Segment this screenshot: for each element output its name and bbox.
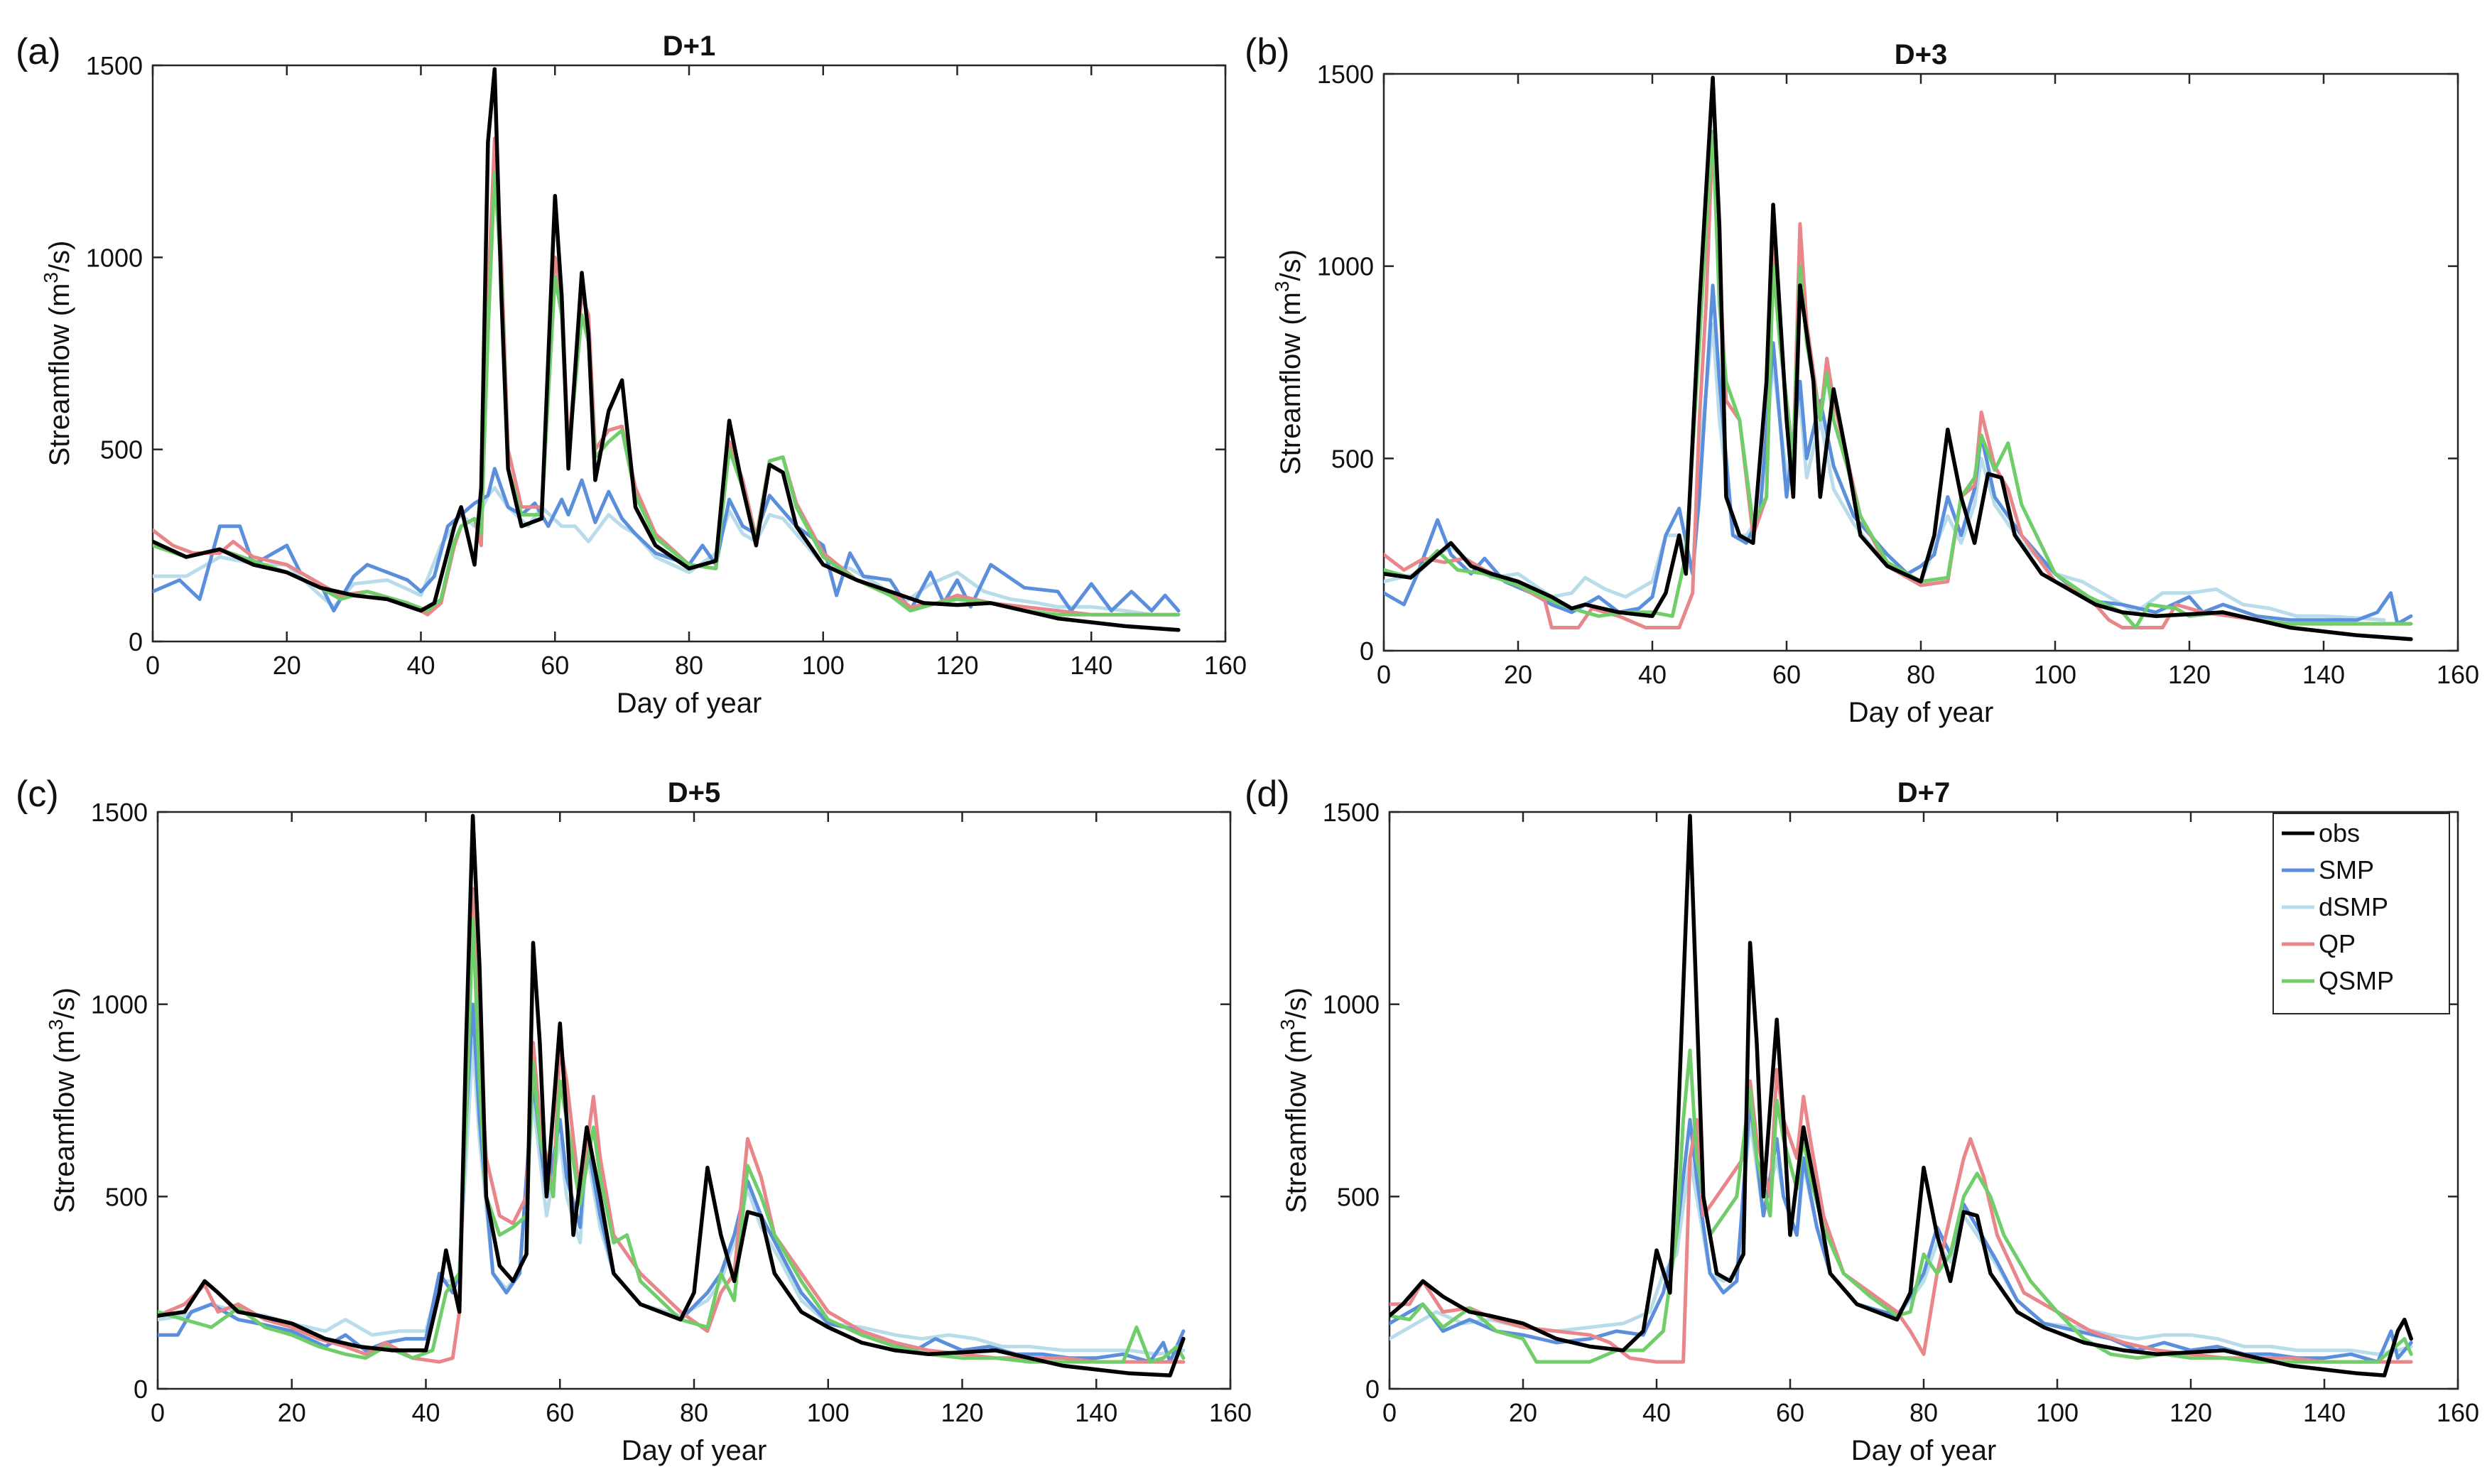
x-tick-label: 40	[406, 651, 435, 680]
y-tick-label: 0	[129, 627, 143, 656]
x-tick-label: 100	[2034, 660, 2076, 689]
x-tick-label: 120	[2168, 660, 2211, 689]
series-group	[1384, 75, 2413, 641]
series-line-qsmp	[158, 918, 1186, 1364]
plot-area	[151, 64, 1227, 643]
x-tick-label: 80	[680, 1398, 708, 1427]
x-tick-label: 120	[2169, 1398, 2212, 1427]
x-tick-label: 80	[1909, 1398, 1938, 1427]
x-tick-label: 0	[1377, 660, 1391, 689]
x-tick-label: 140	[1070, 651, 1112, 680]
series-line-obs	[1384, 75, 2413, 641]
x-tick-label: 40	[411, 1398, 440, 1427]
series-line-smp	[1384, 283, 2413, 626]
y-tick-label: 500	[100, 435, 143, 465]
x-tick-label: 20	[278, 1398, 306, 1427]
panel-label: (c)	[16, 774, 59, 815]
x-tick-label: 80	[675, 651, 703, 680]
panel-label: (d)	[1245, 774, 1290, 815]
series-line-qp	[1389, 1068, 2413, 1364]
y-tick-label: 500	[1337, 1182, 1380, 1211]
x-tick-label: 80	[1907, 660, 1935, 689]
panel-label: (a)	[16, 31, 61, 72]
chart-panel-3: 0 20 40 60 80 100 120 140 160 0 500 1000 1500 D+5 (c) D…	[16, 774, 1252, 1466]
y-tick-label: 1500	[1323, 798, 1380, 827]
plot-area	[1382, 72, 2459, 652]
x-tick-label: 20	[273, 651, 301, 680]
legend-label-qsmp: QSMP	[2319, 966, 2394, 995]
legend-label-smp: SMP	[2319, 855, 2374, 884]
chart-panel-4: 0 20 40 60 80 100 120 140 160 0 500 1000 1500 D+7 (d) D…	[1245, 774, 2479, 1466]
x-tick-label: 40	[1638, 660, 1667, 689]
y-tick-label: 500	[1331, 444, 1374, 473]
x-tick-label: 100	[802, 651, 845, 680]
x-tick-label: 20	[1509, 1398, 1537, 1427]
x-tick-label: 120	[941, 1398, 983, 1427]
panel-label: (b)	[1245, 31, 1290, 72]
series-group	[158, 813, 1186, 1377]
x-tick-label: 160	[2437, 660, 2479, 689]
x-tick-label: 40	[1642, 1398, 1671, 1427]
x-tick-label: 0	[151, 1398, 165, 1427]
y-tick-label: 1000	[91, 990, 148, 1019]
x-tick-label: 60	[541, 651, 569, 680]
y-axis-label: Streamflow (m3/s)	[1271, 249, 1306, 475]
x-tick-label: 0	[1382, 1398, 1397, 1427]
y-tick-label: 1000	[1323, 990, 1380, 1019]
legend-label-qp: QP	[2319, 929, 2356, 958]
chart-title: D+1	[663, 31, 716, 62]
x-tick-label: 60	[1776, 1398, 1804, 1427]
y-tick-label: 1000	[1317, 252, 1374, 281]
series-line-obs	[158, 813, 1186, 1377]
y-tick-label: 0	[1365, 1375, 1380, 1404]
chart-panel-2: 0 20 40 60 80 100 120 140 160 0 500 1000 1500 D+3 (b) D…	[1245, 31, 2479, 728]
x-axis-label: Day of year	[1848, 697, 1994, 728]
x-axis-label: Day of year	[622, 1435, 767, 1466]
series-line-obs	[1389, 813, 2413, 1377]
y-tick-label: 0	[1360, 637, 1374, 666]
x-tick-label: 60	[1772, 660, 1801, 689]
x-tick-label: 100	[2036, 1398, 2079, 1427]
x-tick-label: 60	[546, 1398, 574, 1427]
series-line-obs	[153, 67, 1181, 632]
y-tick-label: 1500	[1317, 60, 1374, 89]
chart-title: D+3	[1895, 39, 1948, 70]
chart-title: D+5	[668, 777, 721, 808]
x-axis-label: Day of year	[617, 688, 762, 719]
y-tick-label: 1000	[86, 243, 143, 272]
legend-label-dsmp: dSMP	[2319, 892, 2388, 921]
x-tick-label: 160	[2437, 1398, 2479, 1427]
series-group	[153, 67, 1181, 632]
chart-panel-1: 0 20 40 60 80 100 120 140 160 0 500 1000 1500 D+1 (a) D…	[16, 31, 1247, 719]
legend: obs SMP dSMP QP QSMP	[2272, 813, 2450, 1014]
x-tick-label: 100	[807, 1398, 850, 1427]
y-tick-label: 500	[105, 1182, 148, 1211]
y-axis-label: Streamflow (m3/s)	[1277, 987, 1312, 1213]
x-tick-label: 0	[146, 651, 160, 680]
x-tick-label: 160	[1209, 1398, 1252, 1427]
series-line-dsmp	[153, 486, 1154, 617]
x-axis-label: Day of year	[1851, 1435, 1997, 1466]
y-axis-label: Streamflow (m3/s)	[45, 987, 80, 1213]
y-tick-label: 0	[134, 1375, 148, 1404]
x-tick-label: 140	[1075, 1398, 1117, 1427]
y-axis-label: Streamflow (m3/s)	[40, 241, 75, 467]
x-tick-label: 140	[2302, 660, 2345, 689]
x-tick-label: 120	[936, 651, 978, 680]
y-tick-label: 1500	[86, 51, 143, 80]
legend-label-obs: obs	[2319, 818, 2360, 847]
x-tick-label: 140	[2303, 1398, 2346, 1427]
y-tick-label: 1500	[91, 798, 148, 827]
series-line-dsmp	[1384, 322, 2386, 622]
x-tick-label: 20	[1504, 660, 1532, 689]
x-tick-label: 160	[1204, 651, 1247, 680]
plot-area	[156, 811, 1232, 1390]
series-group	[1389, 813, 2413, 1377]
chart-title: D+7	[1897, 777, 1951, 808]
